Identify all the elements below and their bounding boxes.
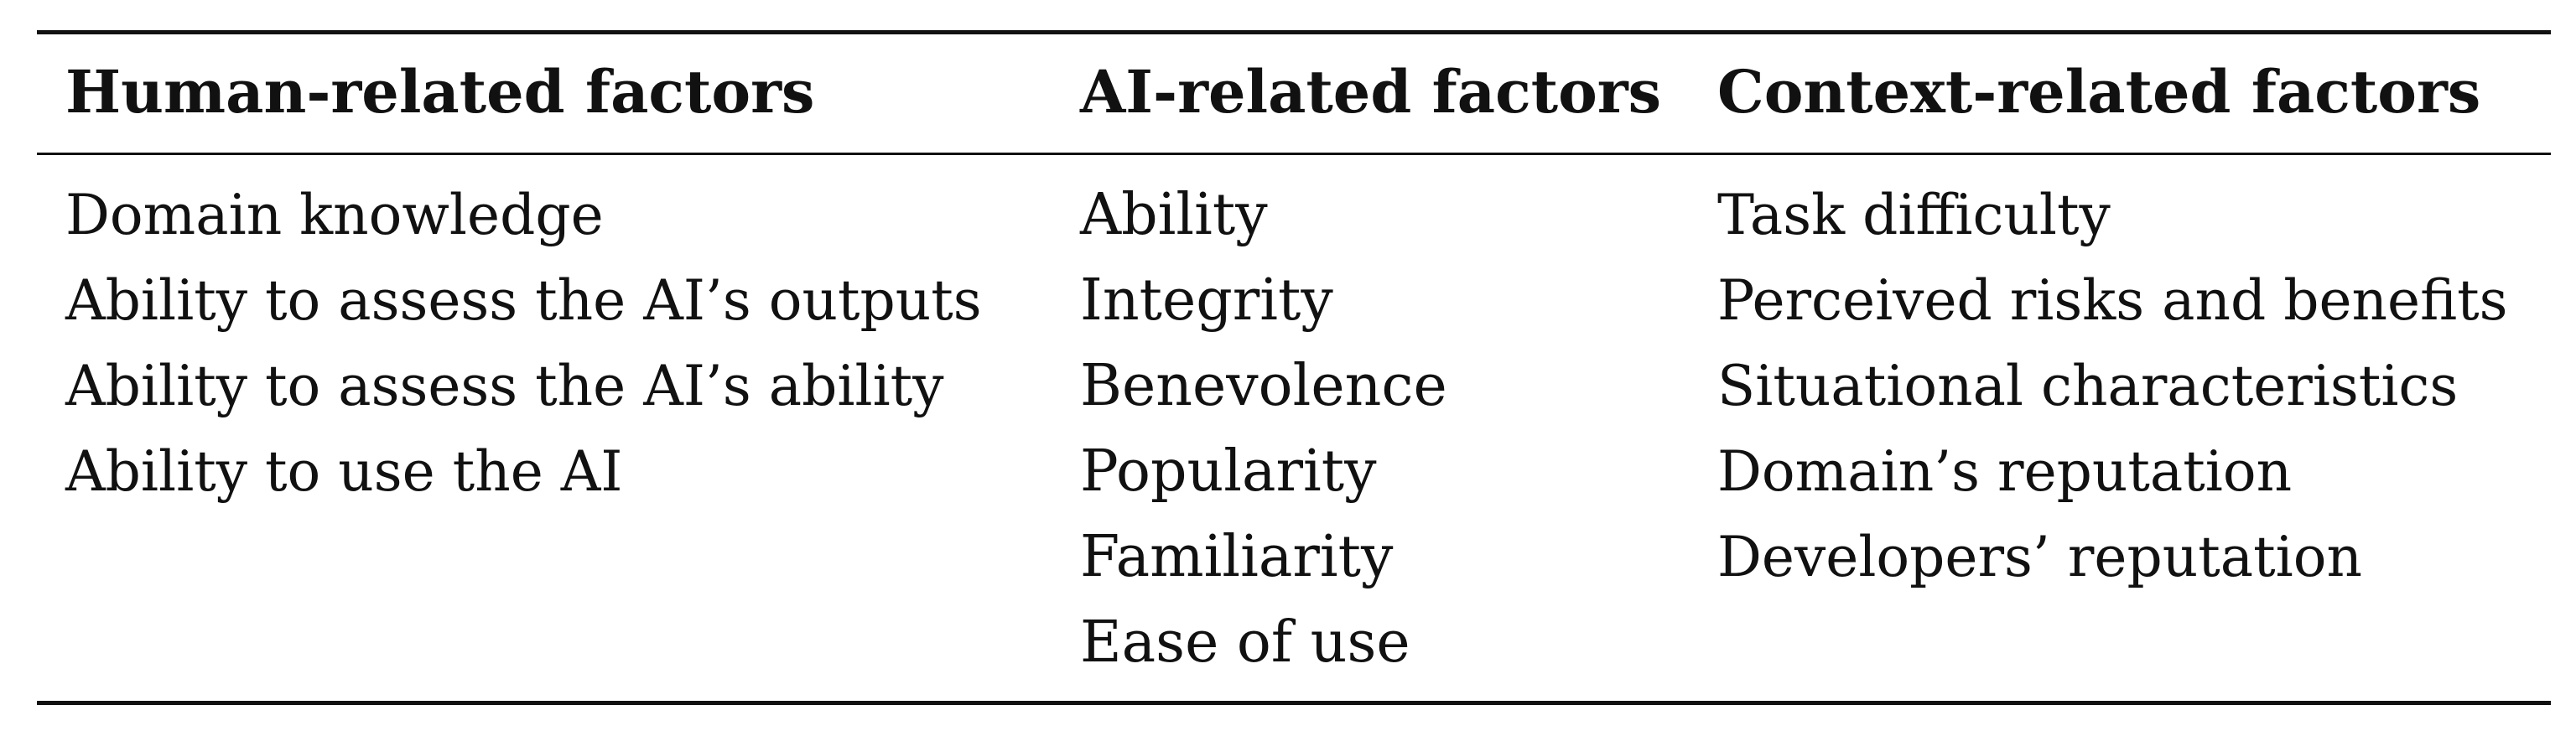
table-cell: Ease of use	[1080, 609, 1410, 676]
table-cell: Task difficulty	[1717, 183, 2111, 247]
table-cell: Ability to assess the AI’s ability	[65, 354, 944, 418]
column-cells: Task difficulty Perceived risks and bene…	[1717, 173, 2508, 600]
header-rule	[37, 153, 2551, 155]
top-rule	[37, 30, 2551, 34]
column-header: Human-related factors	[65, 57, 815, 127]
table-cell: Situational characteristics	[1717, 354, 2459, 418]
table-cell: Developers’ reputation	[1717, 525, 2362, 589]
bottom-rule	[37, 701, 2551, 705]
table-cell: Benevolence	[1080, 353, 1447, 419]
column-cells: Domain knowledge Ability to assess the A…	[65, 173, 982, 515]
column-header: AI-related factors	[1080, 57, 1662, 127]
column-cells: Ability Integrity Benevolence Popularity…	[1080, 173, 1447, 686]
table-cell: Ability	[1080, 182, 1268, 248]
table-cell: Integrity	[1080, 267, 1333, 334]
table-cell: Ability to use the AI	[65, 439, 623, 504]
table-cell: Ability to assess the AI’s outputs	[65, 268, 982, 333]
table-cell: Popularity	[1080, 438, 1377, 505]
table-cell: Domain’s reputation	[1717, 439, 2293, 504]
column-header: Context-related factors	[1717, 57, 2481, 127]
table-cell: Domain knowledge	[65, 183, 604, 247]
table-cell: Perceived risks and benefits	[1717, 268, 2508, 333]
table-cell: Familiarity	[1080, 524, 1394, 590]
